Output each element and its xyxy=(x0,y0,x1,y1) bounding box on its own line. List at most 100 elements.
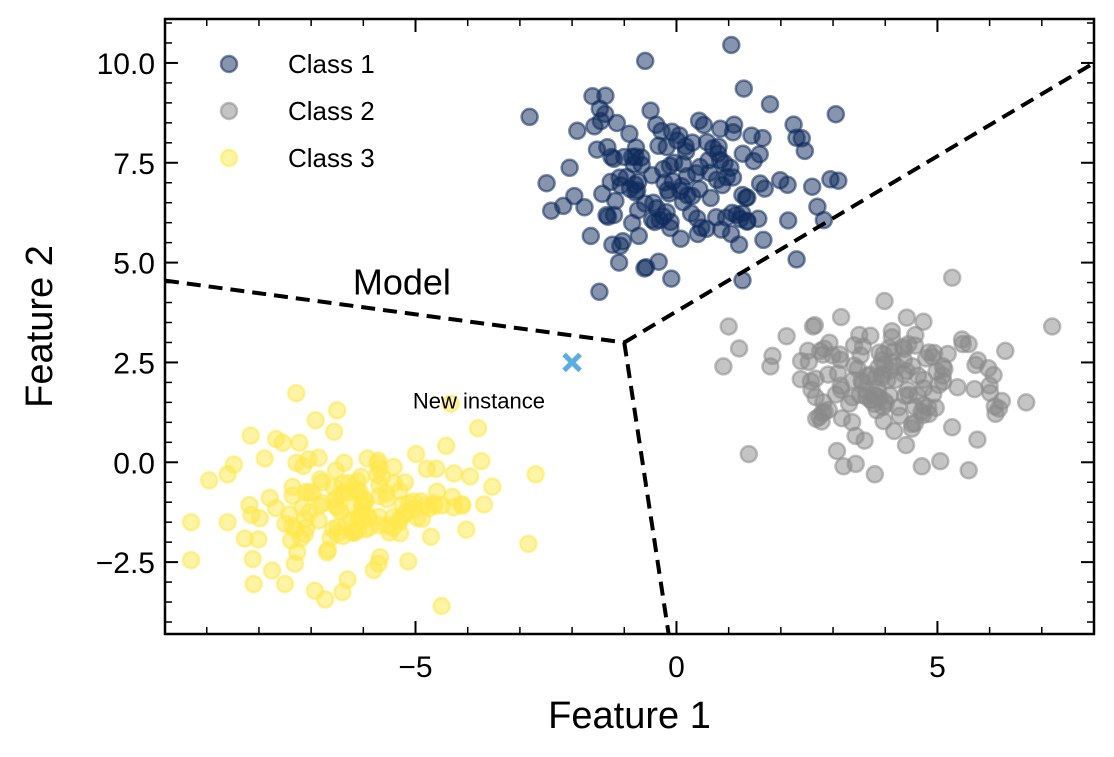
x-tick-label: −5 xyxy=(398,651,432,684)
decision-boundaries xyxy=(165,61,1094,634)
data-point xyxy=(662,269,681,288)
legend: Class 1 Class 2 Class 3 xyxy=(219,49,375,173)
boundary-line-2 xyxy=(623,61,1094,345)
axes: −5 0 5 −2.5 0.0 2.5 5.0 7.5 10.0 Feature 1 Feature… xyxy=(19,17,1096,737)
data-point xyxy=(671,229,691,248)
x-tick-label: 0 xyxy=(668,651,685,684)
data-point xyxy=(717,167,736,187)
data-point xyxy=(181,550,201,570)
data-point xyxy=(243,549,262,569)
data-point xyxy=(590,99,610,118)
data-point xyxy=(1042,317,1062,336)
data-point xyxy=(324,422,344,441)
data-point xyxy=(942,418,962,437)
series-2 xyxy=(714,268,1062,484)
data-point xyxy=(364,560,383,580)
data-point xyxy=(729,339,749,358)
data-point xyxy=(328,524,347,543)
data-point xyxy=(905,336,925,355)
data-point xyxy=(181,512,201,532)
data-point xyxy=(598,207,618,227)
data-point xyxy=(610,168,629,187)
data-point xyxy=(318,540,338,560)
data-point xyxy=(667,131,687,150)
data-point xyxy=(722,35,741,55)
data-point xyxy=(416,496,436,515)
data-point xyxy=(641,101,660,120)
data-point xyxy=(792,129,812,148)
data-point xyxy=(716,208,736,227)
data-point xyxy=(460,467,480,486)
legend-label: Class 3 xyxy=(288,143,375,173)
boundary-line-3 xyxy=(622,342,671,634)
data-point xyxy=(802,177,822,196)
data-point xyxy=(808,197,827,216)
legend-label: Class 2 xyxy=(288,96,375,126)
data-point xyxy=(620,124,639,144)
data-point xyxy=(914,312,933,331)
data-point xyxy=(345,497,364,516)
data-point xyxy=(828,364,848,383)
data-point xyxy=(826,104,846,124)
data-point xyxy=(778,211,798,230)
y-axis-title: Feature 2 xyxy=(19,245,61,408)
data-point xyxy=(526,465,545,484)
data-point xyxy=(604,149,624,169)
data-point xyxy=(437,436,456,456)
data-point xyxy=(770,170,790,190)
plot-area xyxy=(181,35,1062,616)
data-point xyxy=(739,444,759,464)
x-tick-label: 5 xyxy=(929,651,946,684)
y-tick-label: 0.0 xyxy=(113,447,155,480)
legend-marker xyxy=(219,54,239,74)
boundary-line-1 xyxy=(165,278,625,345)
data-point xyxy=(444,464,464,483)
data-point xyxy=(244,574,263,594)
data-point xyxy=(798,341,818,361)
cross-stroke xyxy=(562,352,582,373)
data-point xyxy=(287,383,306,403)
data-point xyxy=(622,147,642,167)
data-point xyxy=(635,259,654,278)
data-point xyxy=(814,393,833,412)
data-point xyxy=(701,188,720,208)
data-point xyxy=(980,376,999,395)
series-1 xyxy=(520,35,848,302)
data-point xyxy=(948,377,967,397)
data-point xyxy=(585,117,604,136)
data-point xyxy=(408,508,427,528)
data-point xyxy=(581,226,601,246)
data-point xyxy=(339,482,358,502)
data-point xyxy=(260,488,279,507)
data-point xyxy=(842,412,862,432)
data-point xyxy=(285,554,305,573)
data-point xyxy=(815,339,834,358)
data-point xyxy=(390,524,410,543)
data-point xyxy=(324,478,344,497)
data-point xyxy=(565,186,584,206)
data-point xyxy=(777,326,796,346)
data-point xyxy=(753,128,772,148)
data-point xyxy=(736,188,756,208)
data-point xyxy=(250,508,270,528)
data-point xyxy=(834,457,853,476)
data-point xyxy=(635,194,655,213)
data-point xyxy=(240,495,259,515)
data-point xyxy=(345,522,365,541)
data-point xyxy=(474,495,494,514)
data-point xyxy=(750,144,769,164)
data-point xyxy=(399,552,418,571)
data-point xyxy=(441,394,460,413)
data-point xyxy=(421,527,441,547)
data-point xyxy=(787,250,806,269)
data-point xyxy=(1016,393,1036,412)
data-point xyxy=(865,465,885,484)
annotations: New instance Model xyxy=(353,262,582,413)
data-point xyxy=(255,449,274,468)
data-point xyxy=(652,121,671,141)
series-3 xyxy=(181,383,545,616)
data-point xyxy=(965,379,984,399)
data-point xyxy=(755,179,774,198)
data-point xyxy=(273,433,293,453)
data-point xyxy=(968,430,987,449)
